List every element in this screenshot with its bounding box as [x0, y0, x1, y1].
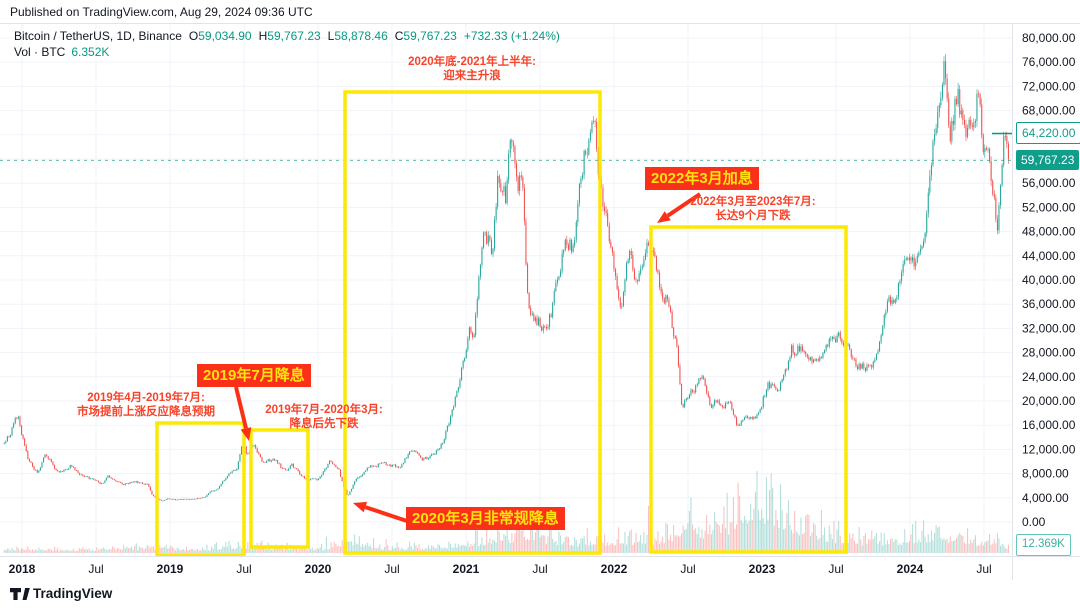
x-axis-label: Jul — [976, 562, 991, 576]
low-value: L58,878.46 — [327, 29, 388, 43]
y-axis-label: 12,000.00 — [1022, 442, 1076, 456]
symbol-legend[interactable]: Bitcoin / TetherUS, 1D, Binance O59,034.… — [14, 29, 560, 43]
y-axis-label: 32,000.00 — [1022, 321, 1076, 335]
highlight-rect — [649, 225, 848, 554]
x-axis-label: Jul — [680, 562, 695, 576]
x-axis-label: 2022 — [601, 562, 628, 576]
y-axis-label: 40,000.00 — [1022, 273, 1076, 287]
x-axis-label: 2019 — [157, 562, 184, 576]
annotation-box-2022-rate-hike: 2022年3月加息 — [645, 167, 759, 190]
y-axis-label: 72,000.00 — [1022, 79, 1076, 93]
y-axis-label: 76,000.00 — [1022, 55, 1076, 69]
y-axis-label: 68,000.00 — [1022, 104, 1076, 118]
gridlines — [0, 24, 1012, 556]
annotation-arrow — [234, 386, 252, 441]
candles — [3, 54, 1009, 502]
marked-price-label: 64,220.00 — [1016, 122, 1080, 144]
y-axis-label: 0.00 — [1022, 515, 1046, 529]
volume-value: 6.352K — [71, 45, 110, 59]
y-axis-label: 4,000.00 — [1022, 491, 1069, 505]
y-axis-label: 36,000.00 — [1022, 297, 1076, 311]
x-axis-label: Jul — [532, 562, 547, 576]
x-axis-label: 2021 — [453, 562, 480, 576]
x-axis-label: Jul — [88, 562, 103, 576]
last-price-label: 59,767.23 — [1016, 150, 1080, 170]
y-axis-label: 52,000.00 — [1022, 200, 1076, 214]
x-axis-label: 2023 — [749, 562, 776, 576]
x-axis-label: Jul — [828, 562, 843, 576]
y-axis-label: 56,000.00 — [1022, 176, 1076, 190]
x-axis-label: 2020 — [305, 562, 332, 576]
y-axis-label: 80,000.00 — [1022, 31, 1076, 45]
highlight-rect — [249, 428, 310, 549]
volume-bars — [3, 471, 1009, 553]
annotation-note-2021-bull: 2020年底-2021年上半年: 迎来主升浪 — [408, 56, 536, 82]
last-volume-label: 12.369K — [1016, 534, 1071, 556]
x-axis-label: Jul — [236, 562, 251, 576]
highlight-rect — [155, 421, 246, 557]
volume-label: Vol · BTC — [14, 45, 66, 59]
x-axis-label: 2024 — [897, 562, 924, 576]
y-axis-label: 16,000.00 — [1022, 418, 1076, 432]
symbol-title: Bitcoin / TetherUS, 1D, Binance — [14, 29, 182, 43]
annotation-note-2022-downtrend: 2022年3月至2023年7月: 长达9个月下跌 — [690, 196, 816, 222]
annotation-arrow — [353, 501, 408, 523]
change-value: +732.33 (+1.24%) — [463, 29, 560, 43]
annotation-box-2020-emergency-cut: 2020年3月非常规降息 — [406, 507, 565, 530]
close-value: C59,767.23 — [394, 29, 457, 43]
annotation-arrow — [657, 192, 702, 223]
x-axis-label: 2018 — [9, 562, 36, 576]
open-value: O59,034.90 — [188, 29, 252, 43]
y-axis-label: 24,000.00 — [1022, 370, 1076, 384]
published-bar: Published on TradingView.com, Aug 29, 20… — [0, 0, 1080, 24]
high-value: H59,767.23 — [258, 29, 321, 43]
annotation-note-2019-after-cut: 2019年7月-2020年3月: 降息后先下跌 — [265, 404, 383, 430]
annotation-note-2019-runup: 2019年4月-2019年7月: 市场提前上涨反应降息预期 — [77, 392, 215, 418]
volume-legend[interactable]: Vol · BTC 6.352K — [14, 45, 109, 59]
y-axis-label: 48,000.00 — [1022, 225, 1076, 239]
y-axis-label: 20,000.00 — [1022, 394, 1076, 408]
y-axis-label: 44,000.00 — [1022, 249, 1076, 263]
y-axis-label: 28,000.00 — [1022, 346, 1076, 360]
tradingview-logo-icon[interactable] — [10, 587, 30, 602]
footer: TradingView — [0, 580, 1080, 608]
y-axis-label: 8,000.00 — [1022, 467, 1069, 481]
published-text: Published on TradingView.com, Aug 29, 20… — [10, 5, 313, 19]
annotation-box-2019-rate-cut: 2019年7月降息 — [197, 364, 311, 387]
x-axis-label: Jul — [384, 562, 399, 576]
highlight-rect — [343, 90, 602, 555]
tradingview-brand-text[interactable]: TradingView — [33, 586, 113, 601]
